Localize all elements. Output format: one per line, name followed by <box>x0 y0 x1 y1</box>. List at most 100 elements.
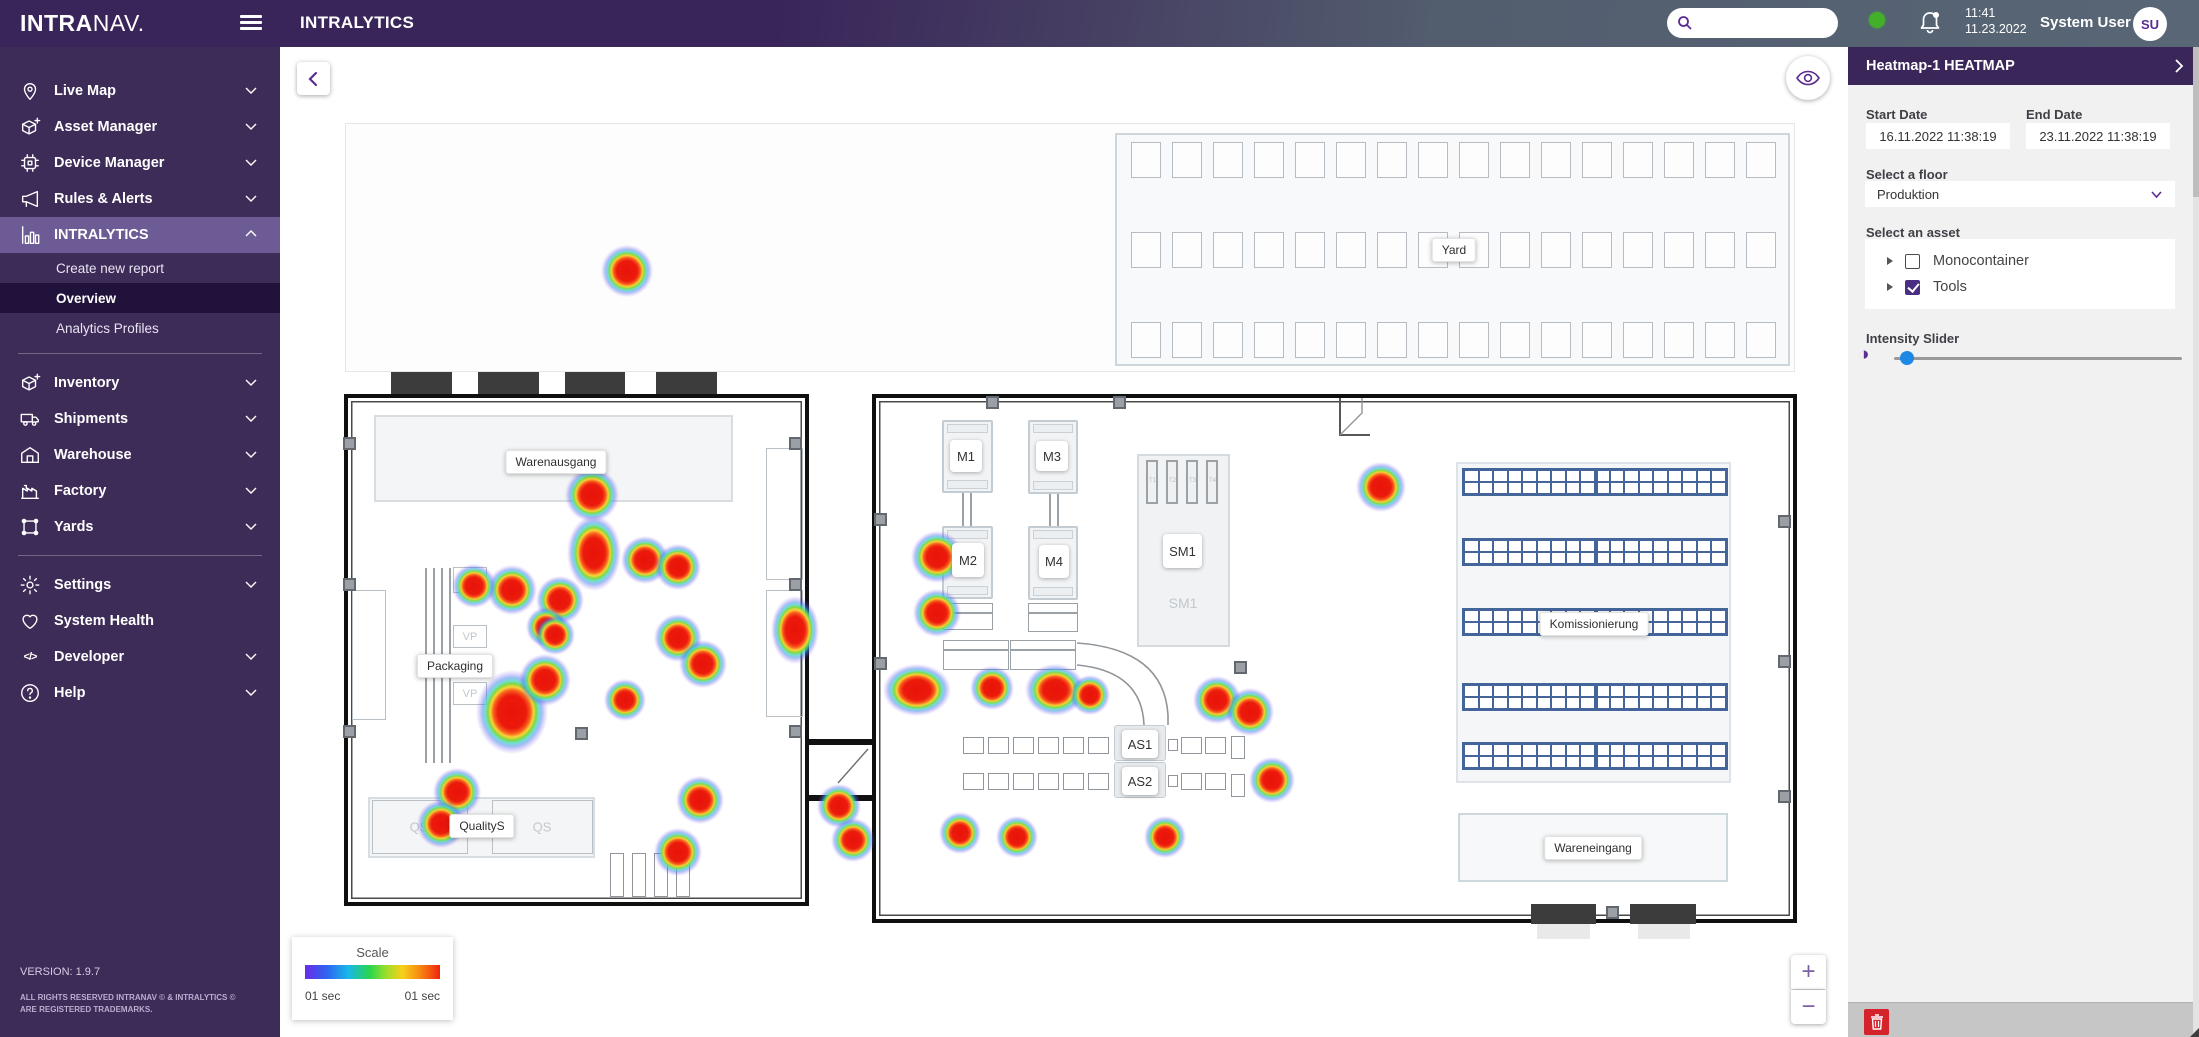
megaphone-icon <box>18 187 42 211</box>
intensity-slider-thumb[interactable] <box>1900 351 1914 365</box>
m2-label: M2 <box>952 543 984 577</box>
heat-blob <box>970 666 1014 710</box>
sidebar-item-factory[interactable]: Factory <box>0 473 280 509</box>
topbar: INTRALYTICS 11:41 11.23.2022 System User… <box>280 0 2199 47</box>
asset-row-monocontainer[interactable]: Monocontainer <box>1865 249 2175 273</box>
sidebar-item-device-manager[interactable]: Device Manager <box>0 145 280 181</box>
storage-rack <box>1462 538 1728 566</box>
chevron-down-icon <box>244 191 258 205</box>
conveyor-segment <box>1063 737 1084 754</box>
yard-slot <box>1459 322 1489 358</box>
sidebar-item-intralytics[interactable]: INTRALYTICS <box>0 217 280 253</box>
start-date-field[interactable]: 16.11.2022 11:38:19 <box>1866 123 2010 149</box>
sidebar-item-live-map[interactable]: Live Map <box>0 73 280 109</box>
expand-arrow-icon[interactable] <box>1887 283 1893 291</box>
yard-slot <box>1705 232 1735 268</box>
floor-select[interactable]: Produktion <box>1865 181 2175 207</box>
chip-icon <box>18 151 42 175</box>
zoom-out-button[interactable]: − <box>1791 990 1826 1024</box>
yard-slot <box>1705 322 1735 358</box>
chevron-down-icon <box>244 577 258 591</box>
conveyor-segment <box>988 737 1009 754</box>
yard-slot <box>1172 142 1202 178</box>
sidebar-item-settings[interactable]: Settings <box>0 567 280 603</box>
brightness-icon: ◑ <box>1858 344 1870 365</box>
sidebar-item-developer[interactable]: </> Developer <box>0 639 280 675</box>
sm1-slot: T1 <box>1146 460 1158 504</box>
collapse-panel-icon[interactable] <box>2171 58 2187 79</box>
back-button[interactable] <box>297 62 330 95</box>
sidebar-subitem-create-new-report[interactable]: Create new report <box>56 260 165 276</box>
sidebar-item-shipments[interactable]: Shipments <box>0 401 280 437</box>
asset-row-tools[interactable]: Tools <box>1865 275 2175 299</box>
sidebar-item-rules-alerts[interactable]: Rules & Alerts <box>0 181 280 217</box>
yard-slot <box>1213 142 1243 178</box>
copyright-text: ALL RIGHTS RESERVED INTRANAV © & INTRALY… <box>20 993 236 1014</box>
yard-slot <box>1664 322 1694 358</box>
user-name: System User <box>2040 14 2131 31</box>
yard-slot <box>1746 142 1776 178</box>
panel-scrollbar[interactable] <box>2193 47 2199 1037</box>
yard-slot <box>1254 322 1284 358</box>
conveyor-segment <box>1013 737 1034 754</box>
yard-slot <box>1172 322 1202 358</box>
conveyor-segment <box>988 773 1009 790</box>
gear-icon <box>18 573 42 597</box>
sidebar-item-system-health[interactable]: System Health <box>0 603 280 639</box>
storage-rack <box>1462 683 1728 711</box>
panel-footer <box>1848 1002 2199 1037</box>
sidebar-item-help[interactable]: Help <box>0 675 280 711</box>
storage-rack <box>1462 742 1728 770</box>
visibility-eye-button[interactable] <box>1786 56 1830 100</box>
as1-label: AS1 <box>1122 730 1158 758</box>
page-title: INTRALYTICS <box>300 13 415 32</box>
help-icon <box>18 681 42 705</box>
yard-slot <box>1254 232 1284 268</box>
dock-bumper <box>656 372 717 394</box>
search-icon <box>1678 16 1692 30</box>
sidebar-item-asset-manager[interactable]: Asset Manager <box>0 109 280 145</box>
zoom-in-button[interactable]: + <box>1791 955 1826 989</box>
search-bar[interactable] <box>1667 8 1838 38</box>
conveyor-segment <box>1088 737 1109 754</box>
chevron-down-icon <box>244 375 258 389</box>
notification-bell-icon[interactable] <box>1916 9 1944 37</box>
sidebar-subitem-analytics-profiles[interactable]: Analytics Profiles <box>56 320 159 336</box>
sm1-slot: T3 <box>1186 460 1198 504</box>
time-text: 11:41 <box>1965 6 1996 20</box>
sm1-label: SM1 <box>1163 534 1202 568</box>
checkbox-tools[interactable] <box>1905 279 1920 295</box>
dock-bumper <box>565 372 625 394</box>
wall-room <box>352 590 386 720</box>
sidebar-item-yards[interactable]: Yards <box>0 509 280 545</box>
storage-rack <box>1462 468 1728 496</box>
heat-blob <box>535 615 575 655</box>
conveyor-segment <box>1038 773 1059 790</box>
as2-label: AS2 <box>1122 767 1158 795</box>
heat-blob <box>676 776 724 824</box>
warenausgang-label: Warenausgang <box>505 450 607 474</box>
sidebar-subitem-overview[interactable]: Overview <box>0 283 280 313</box>
delete-heatmap-button[interactable] <box>1864 1009 1889 1035</box>
intensity-slider-track[interactable] <box>1894 357 2182 360</box>
end-date-field[interactable]: 23.11.2022 11:38:19 <box>2026 123 2170 149</box>
sidebar-item-warehouse[interactable]: Warehouse <box>0 437 280 473</box>
heat-blob <box>1249 757 1295 803</box>
yard-slot <box>1295 142 1325 178</box>
conveyor-segment <box>1013 773 1034 790</box>
chevron-down-icon <box>244 119 258 133</box>
yard-slot <box>1295 322 1325 358</box>
sidebar-item-inventory[interactable]: Inventory <box>0 365 280 401</box>
heat-blob <box>565 468 619 522</box>
hamburger-menu-icon[interactable] <box>240 15 262 31</box>
chevron-down-icon <box>244 649 258 663</box>
expand-arrow-icon[interactable] <box>1887 257 1893 265</box>
yard-slot <box>1131 142 1161 178</box>
search-input[interactable] <box>1699 14 1819 32</box>
checkbox-monocontainer[interactable] <box>1905 253 1920 269</box>
heat-blob <box>1144 816 1186 858</box>
dock-bumper <box>391 372 452 394</box>
heatmap-settings-panel: Heatmap-1 HEATMAP Start Date 16.11.2022 … <box>1848 47 2199 1037</box>
avatar[interactable]: SU <box>2133 7 2167 41</box>
